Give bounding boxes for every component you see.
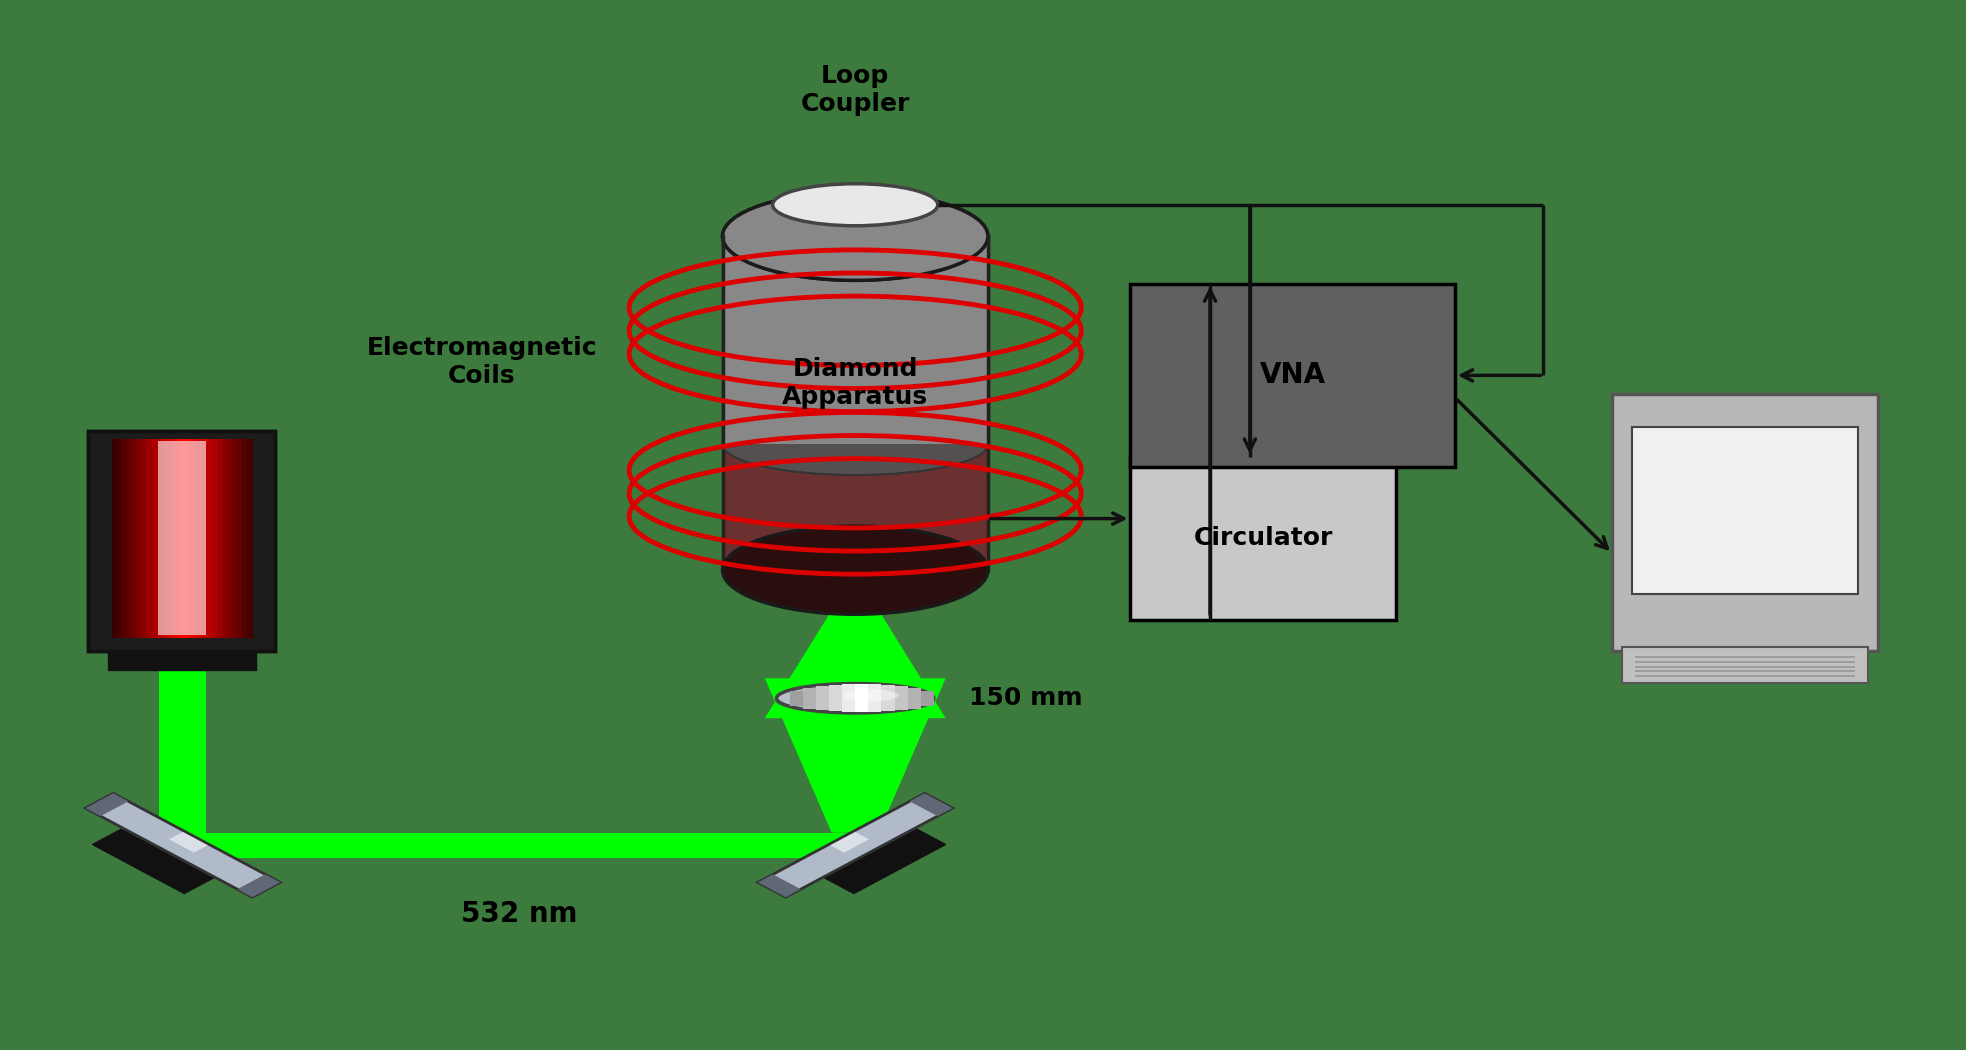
Bar	[157, 441, 206, 635]
Polygon shape	[910, 794, 952, 816]
Polygon shape	[169, 832, 208, 853]
Ellipse shape	[723, 192, 989, 280]
Bar	[88, 430, 275, 651]
Bar	[216, 439, 222, 638]
Polygon shape	[159, 651, 206, 833]
Bar	[177, 439, 183, 638]
Ellipse shape	[773, 184, 938, 226]
Bar	[881, 685, 895, 712]
Polygon shape	[159, 833, 879, 858]
Bar	[132, 439, 138, 638]
Bar	[206, 439, 212, 638]
Bar	[232, 439, 238, 638]
Bar	[138, 439, 144, 638]
Ellipse shape	[723, 192, 989, 280]
Text: VNA: VNA	[1260, 361, 1325, 390]
Bar	[118, 439, 124, 638]
Bar	[151, 439, 157, 638]
Bar	[920, 691, 934, 706]
Bar	[1130, 457, 1396, 620]
Bar	[816, 686, 830, 711]
Bar	[157, 439, 163, 638]
Ellipse shape	[723, 526, 989, 614]
Ellipse shape	[777, 684, 934, 713]
Bar	[161, 439, 167, 638]
Polygon shape	[765, 593, 946, 718]
Bar	[723, 444, 987, 570]
Ellipse shape	[775, 689, 936, 714]
Polygon shape	[759, 875, 800, 897]
Bar	[128, 439, 134, 638]
Bar	[895, 686, 908, 711]
Bar	[723, 236, 987, 444]
Text: Loop
Coupler: Loop Coupler	[800, 64, 910, 116]
Polygon shape	[765, 678, 946, 833]
Bar	[142, 439, 147, 638]
Bar	[830, 685, 841, 712]
Bar	[197, 439, 202, 638]
Bar	[802, 688, 816, 709]
Bar	[226, 439, 232, 638]
Bar	[171, 439, 177, 638]
Bar	[841, 685, 855, 712]
Bar	[122, 439, 128, 638]
Bar	[187, 439, 193, 638]
Bar	[108, 647, 256, 670]
Ellipse shape	[723, 414, 989, 475]
Text: 150 mm: 150 mm	[969, 687, 1083, 710]
Bar	[167, 439, 173, 638]
Bar	[790, 691, 802, 706]
Bar	[112, 439, 118, 638]
Bar	[212, 439, 218, 638]
Polygon shape	[759, 794, 952, 897]
Bar	[236, 439, 242, 638]
Bar	[88, 430, 275, 651]
Bar	[202, 439, 208, 638]
Bar	[723, 236, 987, 444]
Bar	[855, 685, 869, 712]
Bar	[246, 439, 252, 638]
Bar	[1632, 427, 1858, 594]
Polygon shape	[87, 794, 128, 816]
Polygon shape	[87, 794, 279, 897]
Bar	[193, 439, 199, 638]
Ellipse shape	[843, 690, 898, 701]
Text: 532 nm: 532 nm	[460, 900, 578, 927]
Polygon shape	[238, 875, 279, 897]
Bar	[869, 685, 881, 712]
Bar	[147, 439, 153, 638]
Bar	[242, 439, 248, 638]
Bar	[181, 439, 189, 638]
Bar	[1612, 394, 1878, 651]
Bar	[1622, 647, 1868, 682]
Text: Diamond
Apparatus: Diamond Apparatus	[782, 357, 928, 410]
Polygon shape	[824, 828, 946, 894]
Text: Circulator: Circulator	[1193, 526, 1333, 550]
Bar	[908, 688, 920, 709]
Polygon shape	[830, 832, 869, 853]
Polygon shape	[92, 828, 214, 894]
Text: Electromagnetic
Coils: Electromagnetic Coils	[366, 336, 598, 388]
Bar	[1130, 284, 1455, 467]
Bar	[222, 439, 228, 638]
